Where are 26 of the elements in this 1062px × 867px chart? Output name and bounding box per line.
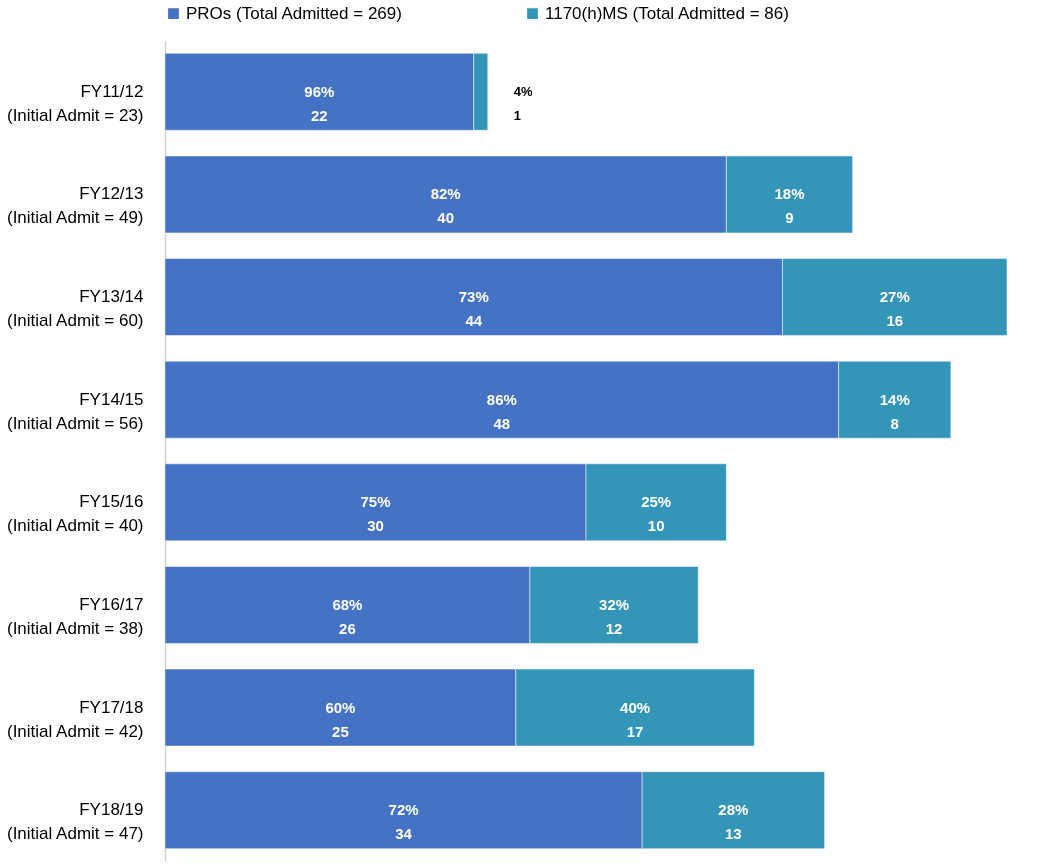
y-tick-label: FY11/12 (Initial Admit = 23) [6,81,144,125]
data-label: 25% 10 [641,493,672,535]
data-label: 18% 9 [774,185,805,227]
data-label: 32% 12 [599,595,630,637]
y-tick-label: FY14/15 (Initial Admit = 56) [6,389,144,433]
data-label: 4% 1 [513,83,533,123]
data-label: 86% 48 [486,390,517,432]
y-tick-label: FY18/19 (Initial Admit = 47) [6,800,144,844]
legend-label: 1170(h)MS (Total Admitted = 86) [545,3,789,23]
y-tick-label: FY16/17 (Initial Admit = 38) [6,594,144,638]
data-label: 60% 25 [325,698,356,740]
data-label: 40% 17 [620,698,651,740]
data-label: 27% 16 [879,288,910,330]
data-label: 82% 40 [430,185,461,227]
data-label: 75% 30 [360,493,391,535]
data-label: 14% 8 [879,390,910,432]
data-label: 28% 13 [718,801,749,843]
data-label: 96% 22 [304,82,335,124]
y-tick-label: FY17/18 (Initial Admit = 42) [6,697,144,741]
y-tick-label: FY13/14 (Initial Admit = 60) [6,287,144,331]
data-label: 72% 34 [388,801,419,843]
legend-label: PROs (Total Admitted = 269) [186,3,402,23]
y-tick-label: FY15/16 (Initial Admit = 40) [6,492,144,536]
data-label: 68% 26 [332,595,363,637]
y-tick-label: FY12/13 (Initial Admit = 49) [6,184,144,228]
data-label: 73% 44 [458,288,489,330]
